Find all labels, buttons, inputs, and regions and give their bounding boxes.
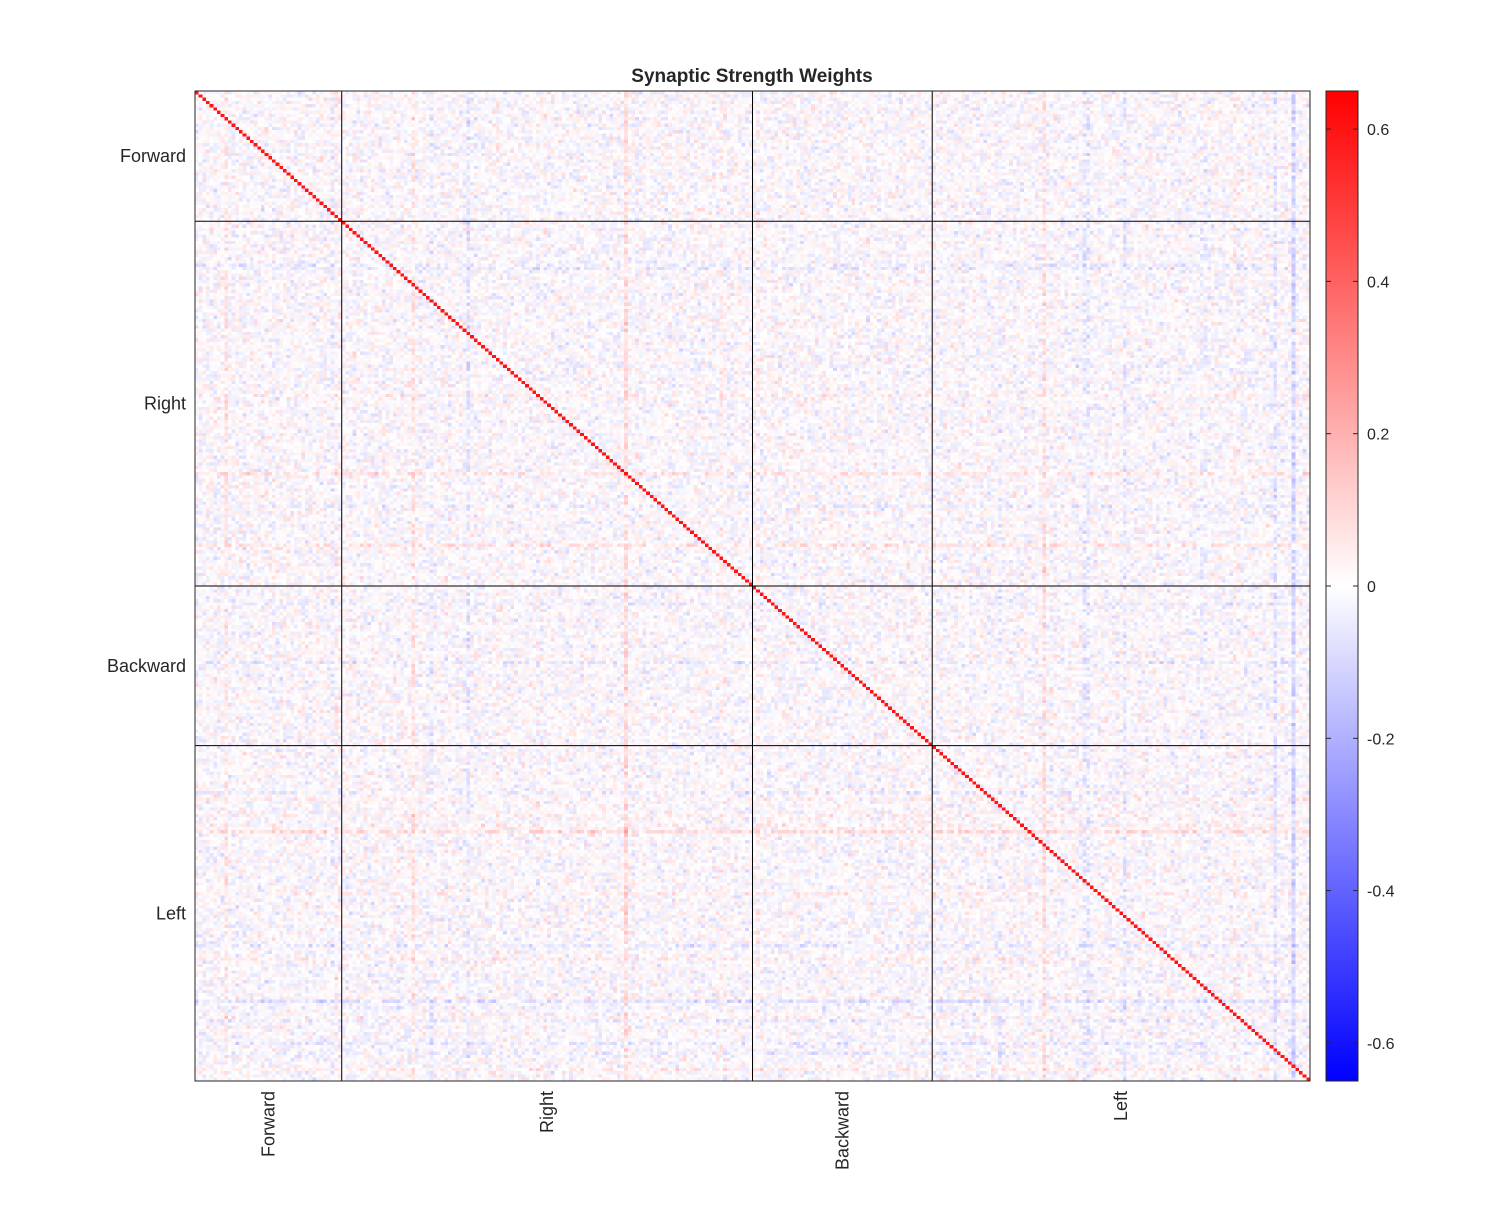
x-tick-label: Right <box>537 1091 557 1133</box>
colorbar-tick-label: 0.2 <box>1367 427 1389 444</box>
y-tick-label: Forward <box>120 146 186 166</box>
y-tick-labels: Forward Right Backward Left <box>107 146 186 923</box>
colorbar-tick-label: -0.2 <box>1367 731 1395 748</box>
y-tick-label: Left <box>156 903 186 923</box>
x-tick-labels: Forward Right Backward Left <box>258 1091 1131 1170</box>
x-tick-label: Backward <box>832 1091 852 1170</box>
chart-title: Synaptic Strength Weights <box>631 66 872 87</box>
x-tick-label: Forward <box>258 1091 278 1157</box>
plot-frame <box>194 90 1311 1082</box>
y-tick-label: Backward <box>107 656 186 676</box>
colorbar-tick-label: -0.4 <box>1367 884 1395 901</box>
colorbar-tick-label: 0.6 <box>1367 122 1389 139</box>
x-tick-label: Left <box>1111 1091 1131 1121</box>
block-separators <box>195 91 1310 1081</box>
colorbar-tick-label: 0.4 <box>1367 274 1389 291</box>
colorbar-tick-label: -0.6 <box>1367 1036 1395 1053</box>
y-tick-label: Right <box>144 394 186 414</box>
colorbar-ticks: 0.6 0.4 0.2 0 -0.2 -0.4 -0.6 <box>1326 122 1395 1053</box>
colorbar-tick-label: 0 <box>1367 579 1376 596</box>
